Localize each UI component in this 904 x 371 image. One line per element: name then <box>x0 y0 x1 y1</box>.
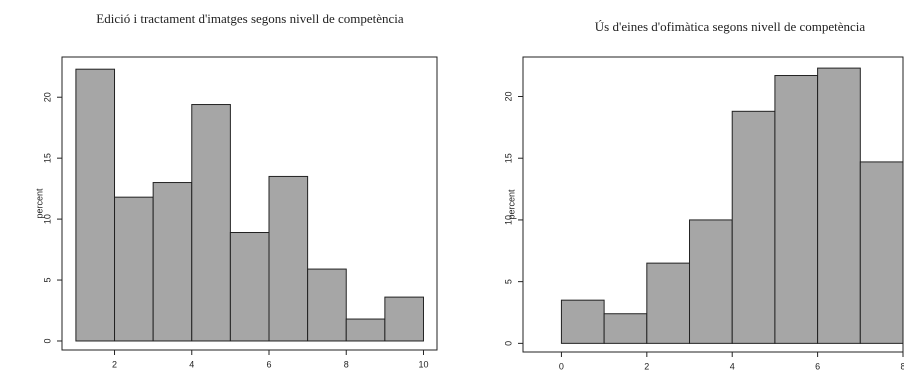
plot-frame <box>522 56 904 353</box>
bar <box>859 161 904 344</box>
bar <box>268 175 309 342</box>
y-tick-label: 0 <box>503 341 513 346</box>
chart-title: Edició i tractament d'imatges segons niv… <box>96 11 404 26</box>
y-tick-label: 20 <box>42 92 52 102</box>
bar <box>152 182 193 342</box>
x-tick-label: 2 <box>644 361 649 371</box>
bar <box>229 232 270 342</box>
x-tick-label: 6 <box>815 361 820 371</box>
x-tick-label: 4 <box>189 359 194 369</box>
bar <box>384 296 424 342</box>
y-tick-label: 20 <box>503 91 513 101</box>
y-tick-label: 10 <box>503 215 513 225</box>
x-tick-label: 8 <box>344 359 349 369</box>
x-tick-label: 2 <box>112 359 117 369</box>
bar <box>817 67 861 344</box>
x-tick-label: 8 <box>900 361 904 371</box>
y-tick-label: 10 <box>42 214 52 224</box>
bar <box>345 318 386 342</box>
bar <box>774 75 819 344</box>
chart-title: Ús d'eines d'ofimàtica segons nivell de … <box>595 19 866 34</box>
bar <box>191 104 231 342</box>
x-tick-label: 0 <box>559 361 564 371</box>
bar <box>560 299 605 344</box>
y-axis-label: percent <box>506 189 516 220</box>
y-axis-label: percent <box>34 188 44 219</box>
plot-frame <box>61 56 438 351</box>
bar <box>114 196 154 342</box>
x-tick-label: 6 <box>266 359 271 369</box>
bar <box>689 219 733 344</box>
bar <box>731 110 776 344</box>
y-tick-label: 0 <box>42 338 52 343</box>
x-tick-label: 10 <box>418 359 428 369</box>
y-tick-label: 5 <box>42 278 52 283</box>
y-tick-label: 5 <box>503 279 513 284</box>
y-tick-label: 15 <box>503 153 513 163</box>
x-tick-label: 4 <box>730 361 735 371</box>
bar <box>75 68 116 342</box>
bar <box>307 268 347 342</box>
y-tick-label: 15 <box>42 153 52 163</box>
bar <box>646 262 691 344</box>
bar <box>603 313 648 344</box>
